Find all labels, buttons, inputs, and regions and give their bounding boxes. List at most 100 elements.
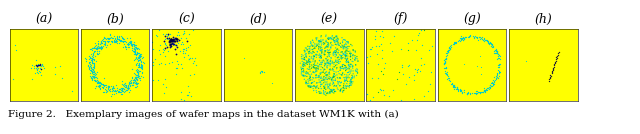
Point: [321, 71, 331, 73]
Point: [106, 36, 116, 38]
Point: [332, 44, 342, 46]
Point: [303, 85, 314, 87]
Point: [314, 53, 324, 55]
Point: [308, 55, 319, 57]
Point: [344, 65, 355, 67]
Point: [104, 43, 115, 45]
Point: [173, 31, 184, 33]
Point: [454, 90, 465, 92]
Point: [155, 52, 165, 55]
Point: [315, 49, 325, 51]
Point: [324, 83, 335, 85]
Point: [127, 45, 138, 47]
Point: [163, 40, 173, 42]
Point: [92, 73, 102, 75]
Point: [134, 69, 144, 72]
Point: [134, 53, 145, 55]
Point: [407, 39, 417, 41]
Point: [451, 41, 461, 44]
Point: [314, 91, 324, 93]
Point: [132, 59, 143, 61]
Point: [170, 44, 180, 46]
Point: [326, 41, 336, 43]
Point: [312, 62, 323, 64]
Point: [127, 68, 138, 70]
Point: [322, 78, 332, 81]
Point: [439, 67, 449, 70]
Point: [171, 37, 181, 39]
Point: [319, 85, 330, 87]
Point: [164, 40, 175, 43]
Point: [311, 74, 321, 76]
Point: [460, 36, 470, 38]
Point: [350, 55, 360, 57]
Point: [341, 46, 351, 49]
Point: [339, 44, 349, 46]
Point: [480, 89, 490, 91]
Point: [476, 37, 486, 39]
Point: [129, 48, 140, 50]
Point: [302, 73, 312, 75]
Point: [31, 64, 41, 66]
Point: [321, 82, 331, 84]
Point: [312, 69, 322, 71]
Point: [339, 85, 349, 87]
Point: [348, 65, 358, 67]
Point: [460, 36, 470, 38]
Point: [121, 48, 131, 50]
Point: [337, 37, 347, 39]
Point: [333, 42, 343, 44]
Point: [133, 74, 143, 77]
Point: [448, 43, 458, 45]
Point: [32, 68, 42, 70]
Point: [311, 54, 321, 56]
Point: [344, 77, 354, 79]
Point: [309, 71, 319, 73]
Point: [483, 40, 493, 42]
Point: [10, 44, 20, 46]
Point: [300, 58, 310, 60]
Point: [124, 81, 134, 83]
Point: [377, 29, 387, 32]
Point: [309, 62, 319, 64]
Point: [314, 75, 324, 77]
Point: [550, 62, 560, 64]
Point: [473, 38, 483, 41]
Point: [94, 85, 104, 87]
Point: [95, 46, 105, 49]
Point: [326, 69, 336, 71]
Point: [344, 86, 355, 88]
Point: [119, 40, 129, 42]
Point: [104, 86, 115, 88]
Point: [329, 40, 339, 42]
Point: [93, 45, 103, 47]
Point: [335, 46, 346, 48]
Point: [440, 62, 450, 64]
Point: [308, 51, 318, 53]
Point: [494, 64, 504, 66]
Point: [132, 73, 143, 75]
Point: [339, 77, 349, 79]
Point: [115, 39, 125, 41]
Point: [340, 67, 351, 69]
Point: [97, 47, 107, 49]
Point: [343, 75, 353, 77]
Point: [335, 66, 346, 68]
Point: [157, 32, 168, 35]
Point: [321, 35, 331, 37]
Point: [340, 51, 350, 53]
Point: [135, 79, 145, 81]
Point: [121, 46, 131, 48]
Point: [328, 90, 338, 92]
Point: [130, 79, 140, 81]
Point: [458, 36, 468, 38]
Point: [94, 86, 104, 88]
Point: [117, 90, 127, 92]
Point: [313, 76, 323, 79]
Point: [343, 50, 353, 53]
Point: [492, 76, 502, 78]
Point: [92, 46, 102, 48]
Point: [326, 46, 336, 48]
Point: [494, 71, 504, 73]
Point: [300, 65, 310, 67]
